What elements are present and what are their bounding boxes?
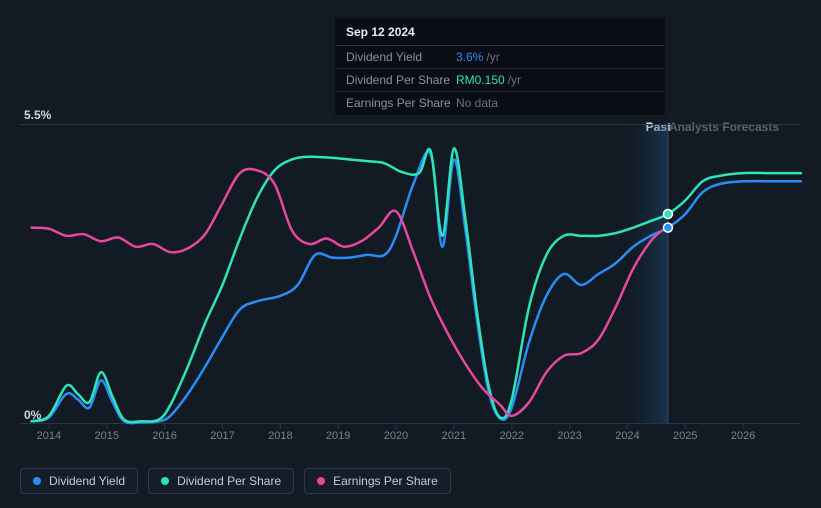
x-tick: 2018 bbox=[268, 430, 292, 442]
x-tick: 2026 bbox=[731, 430, 755, 442]
legend-dot bbox=[317, 477, 325, 485]
tooltip-row: Dividend Per ShareRM0.150/yr bbox=[336, 69, 664, 92]
legend-label: Dividend Yield bbox=[49, 474, 125, 488]
tooltip-row-value: No data bbox=[456, 96, 498, 110]
x-tick: 2025 bbox=[673, 430, 697, 442]
legend-item-dividend-per-share[interactable]: Dividend Per Share bbox=[148, 468, 294, 494]
tooltip-row-label: Earnings Per Share bbox=[346, 96, 456, 110]
series-dividend-per-share bbox=[32, 148, 801, 422]
legend-item-earnings-per-share[interactable]: Earnings Per Share bbox=[304, 468, 451, 494]
tooltip-row-label: Dividend Yield bbox=[346, 50, 456, 64]
x-tick: 2024 bbox=[615, 430, 639, 442]
x-axis: 2014 2015 2016 2017 2018 2019 2020 2021 2022 2023… bbox=[20, 430, 801, 450]
x-tick: 2014 bbox=[37, 430, 61, 442]
x-tick: 2020 bbox=[384, 430, 408, 442]
x-tick: 2015 bbox=[95, 430, 119, 442]
series-earnings-per-share bbox=[32, 169, 663, 416]
cursor-marker bbox=[663, 223, 672, 232]
tooltip-row: Dividend Yield3.6%/yr bbox=[336, 46, 664, 69]
legend-label: Dividend Per Share bbox=[177, 474, 281, 488]
x-tick: 2023 bbox=[557, 430, 581, 442]
chart-legend: Dividend Yield Dividend Per Share Earnings… bbox=[20, 468, 451, 494]
tooltip-row-label: Dividend Per Share bbox=[346, 73, 456, 87]
x-tick: 2016 bbox=[152, 430, 176, 442]
x-tick: 2019 bbox=[326, 430, 350, 442]
plot-area[interactable] bbox=[20, 124, 801, 424]
cursor-marker bbox=[663, 210, 672, 219]
x-tick: 2021 bbox=[442, 430, 466, 442]
dividend-chart: 5.5% 0% Past Analysts Forecasts 20142015… bbox=[20, 106, 801, 458]
legend-item-dividend-yield[interactable]: Dividend Yield bbox=[20, 468, 138, 494]
chart-tooltip: Sep 12 2024 Dividend Yield3.6%/yrDividen… bbox=[335, 18, 665, 115]
tooltip-date: Sep 12 2024 bbox=[336, 19, 664, 46]
tooltip-row-value: RM0.150/yr bbox=[456, 73, 521, 87]
legend-dot bbox=[33, 477, 41, 485]
tooltip-row: Earnings Per ShareNo data bbox=[336, 92, 664, 114]
tooltip-row-value: 3.6%/yr bbox=[456, 50, 500, 64]
y-axis-max-label: 5.5% bbox=[24, 108, 51, 122]
series-dividend-yield bbox=[32, 152, 801, 423]
x-tick: 2022 bbox=[499, 430, 523, 442]
x-tick: 2017 bbox=[210, 430, 234, 442]
legend-dot bbox=[161, 477, 169, 485]
legend-label: Earnings Per Share bbox=[333, 474, 438, 488]
